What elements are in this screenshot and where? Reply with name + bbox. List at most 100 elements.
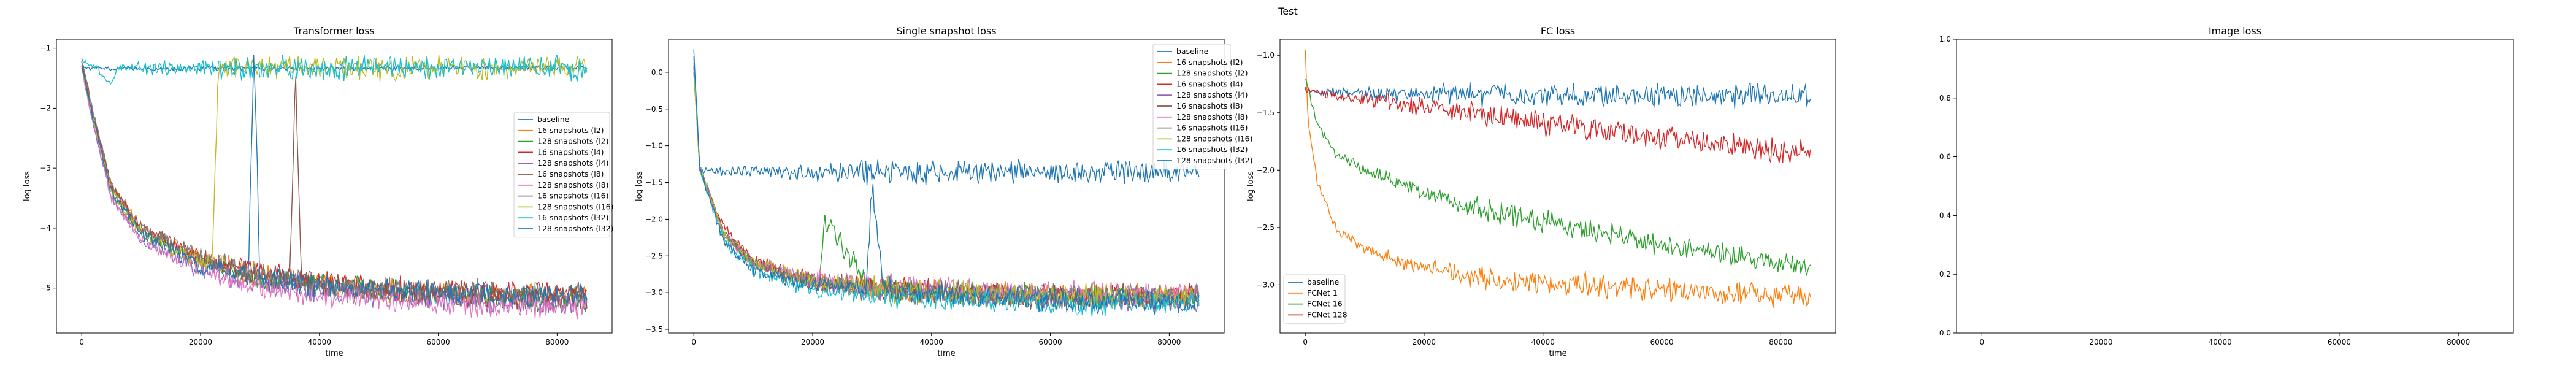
x-tick-label: 0: [691, 338, 696, 347]
legend-label: 16 snapshots (l2): [1176, 58, 1243, 67]
legend-box: [1152, 44, 1231, 170]
series-group: [693, 49, 1200, 317]
y-tick-label: −2.0: [645, 215, 663, 223]
chart-title: Transformer loss: [293, 25, 375, 37]
x-tick-label: 60000: [1650, 338, 1673, 347]
plot-frame: [668, 39, 1225, 334]
x-tick-label: 20000: [189, 338, 212, 347]
chart-panel-2: Single snapshot loss 0 20000 40000 60000 8000…: [635, 25, 1252, 358]
x-tick-label: 80000: [1157, 338, 1181, 347]
legend-label: baseline: [537, 115, 570, 124]
series-line: [81, 61, 588, 310]
y-tick-label: −0.5: [645, 105, 663, 113]
series-line: [81, 61, 588, 310]
legend-box: [1283, 274, 1346, 324]
y-axis-label: log loss: [1246, 171, 1255, 201]
legend-label: 16 snapshots (l4): [1176, 79, 1243, 88]
series-line: [693, 74, 1200, 309]
series-line: [81, 61, 588, 307]
series-line: [693, 55, 1200, 186]
y-tick-label: 0.4: [1939, 211, 1951, 220]
plot-frame: [1279, 39, 1836, 334]
x-tick-label: 20000: [801, 338, 824, 347]
y-tick-label: −2.5: [1257, 223, 1275, 232]
x-tick-label: 80000: [545, 338, 569, 347]
legend-label: 16 snapshots (l4): [537, 147, 604, 156]
legend-label: 128 snapshots (l32): [537, 224, 613, 233]
series-line: [693, 57, 1200, 317]
legend-box: [513, 112, 610, 238]
x-tick-label: 40000: [920, 338, 943, 347]
y-tick-label: −2.5: [645, 251, 663, 260]
chart-panel-4: Image loss 0 20000 40000 60000 80000 0.0 0.2 0.4…: [1939, 25, 2514, 347]
legend-label: 16 snapshots (l16): [537, 191, 609, 201]
x-tick-label: 0: [79, 338, 84, 347]
x-tick-label: 20000: [2089, 338, 2112, 347]
x-axis-label: time: [937, 349, 955, 358]
y-tick-label: −1.5: [1257, 109, 1275, 117]
y-tick-label: −1: [40, 44, 51, 53]
legend-label: FCNet 128: [1307, 310, 1347, 319]
series-line: [1305, 86, 1811, 164]
x-tick-label: 20000: [1413, 338, 1436, 347]
series-group: [81, 55, 588, 320]
series-line: [693, 66, 1200, 307]
chart-panel-1: Transformer loss 0 20000 40000 60000 80000 −1 −…: [23, 25, 613, 358]
y-tick-label: −2.0: [1257, 166, 1275, 174]
chart-title: Image loss: [2209, 25, 2261, 37]
series-line: [693, 49, 1200, 315]
legend-label: 128 snapshots (l16): [1176, 134, 1252, 143]
y-tick-label: 0.0: [651, 68, 663, 77]
x-tick-label: 60000: [2328, 338, 2351, 347]
x-tick-label: 80000: [1769, 338, 1792, 347]
x-axis-label: time: [325, 349, 343, 358]
series-line: [81, 55, 588, 307]
series-line: [81, 65, 588, 320]
legend-label: 16 snapshots (l8): [537, 169, 604, 178]
x-tick-label: 40000: [308, 338, 331, 347]
series-line: [693, 66, 1200, 310]
legend-label: 128 snapshots (l2): [1176, 69, 1248, 78]
y-axis-label: log loss: [23, 171, 32, 201]
legend-label: FCNet 1: [1307, 288, 1338, 297]
series-line: [81, 68, 588, 313]
legend-label: FCNet 16: [1307, 299, 1343, 309]
chart-panel-3: FC loss 0 20000 40000 60000 80000 −1.0 −1.5 −2.0…: [1246, 25, 1836, 358]
legend-label: 128 snapshots (l32): [1176, 156, 1252, 165]
y-tick-label: −1.5: [645, 178, 663, 187]
legend-label: baseline: [1176, 47, 1209, 56]
series-line: [1305, 50, 1811, 309]
legend-label: 128 snapshots (l8): [1176, 112, 1248, 121]
series-group: [1305, 50, 1811, 309]
y-tick-label: 0.0: [1939, 329, 1951, 337]
chart-title: Single snapshot loss: [896, 25, 996, 37]
chart-title: FC loss: [1541, 25, 1575, 37]
y-tick-label: 0.2: [1939, 270, 1951, 278]
legend-label: 128 snapshots (l4): [1176, 90, 1248, 99]
series-line: [1305, 79, 1811, 277]
figure-suptitle: Test: [1278, 6, 1298, 17]
y-axis-label: log loss: [635, 171, 644, 201]
x-tick-label: 40000: [2209, 338, 2232, 347]
x-tick-label: 80000: [2447, 338, 2470, 347]
x-tick-label: 60000: [426, 338, 450, 347]
y-tick-label: −5: [40, 284, 51, 293]
legend-label: 16 snapshots (l8): [1176, 101, 1243, 110]
plot-frame: [56, 39, 613, 334]
y-tick-label: −3.0: [1257, 280, 1275, 289]
plot-frame: [1956, 39, 2514, 334]
series-line: [693, 66, 1199, 310]
y-tick-label: −3.5: [645, 325, 663, 334]
y-tick-label: 0.8: [1939, 94, 1951, 102]
x-tick-label: 40000: [1531, 338, 1555, 347]
y-tick-label: −4: [40, 224, 51, 232]
legend: baseline 16 snapshots (l2) 128 snapshots (…: [1152, 44, 1252, 170]
y-tick-label: −3.0: [645, 288, 663, 297]
x-tick-label: 0: [1979, 338, 1984, 347]
y-tick-label: 0.6: [1939, 153, 1951, 161]
series-line: [1305, 82, 1811, 109]
x-axis-label: time: [1549, 349, 1566, 358]
y-tick-label: 1.0: [1939, 35, 1951, 44]
